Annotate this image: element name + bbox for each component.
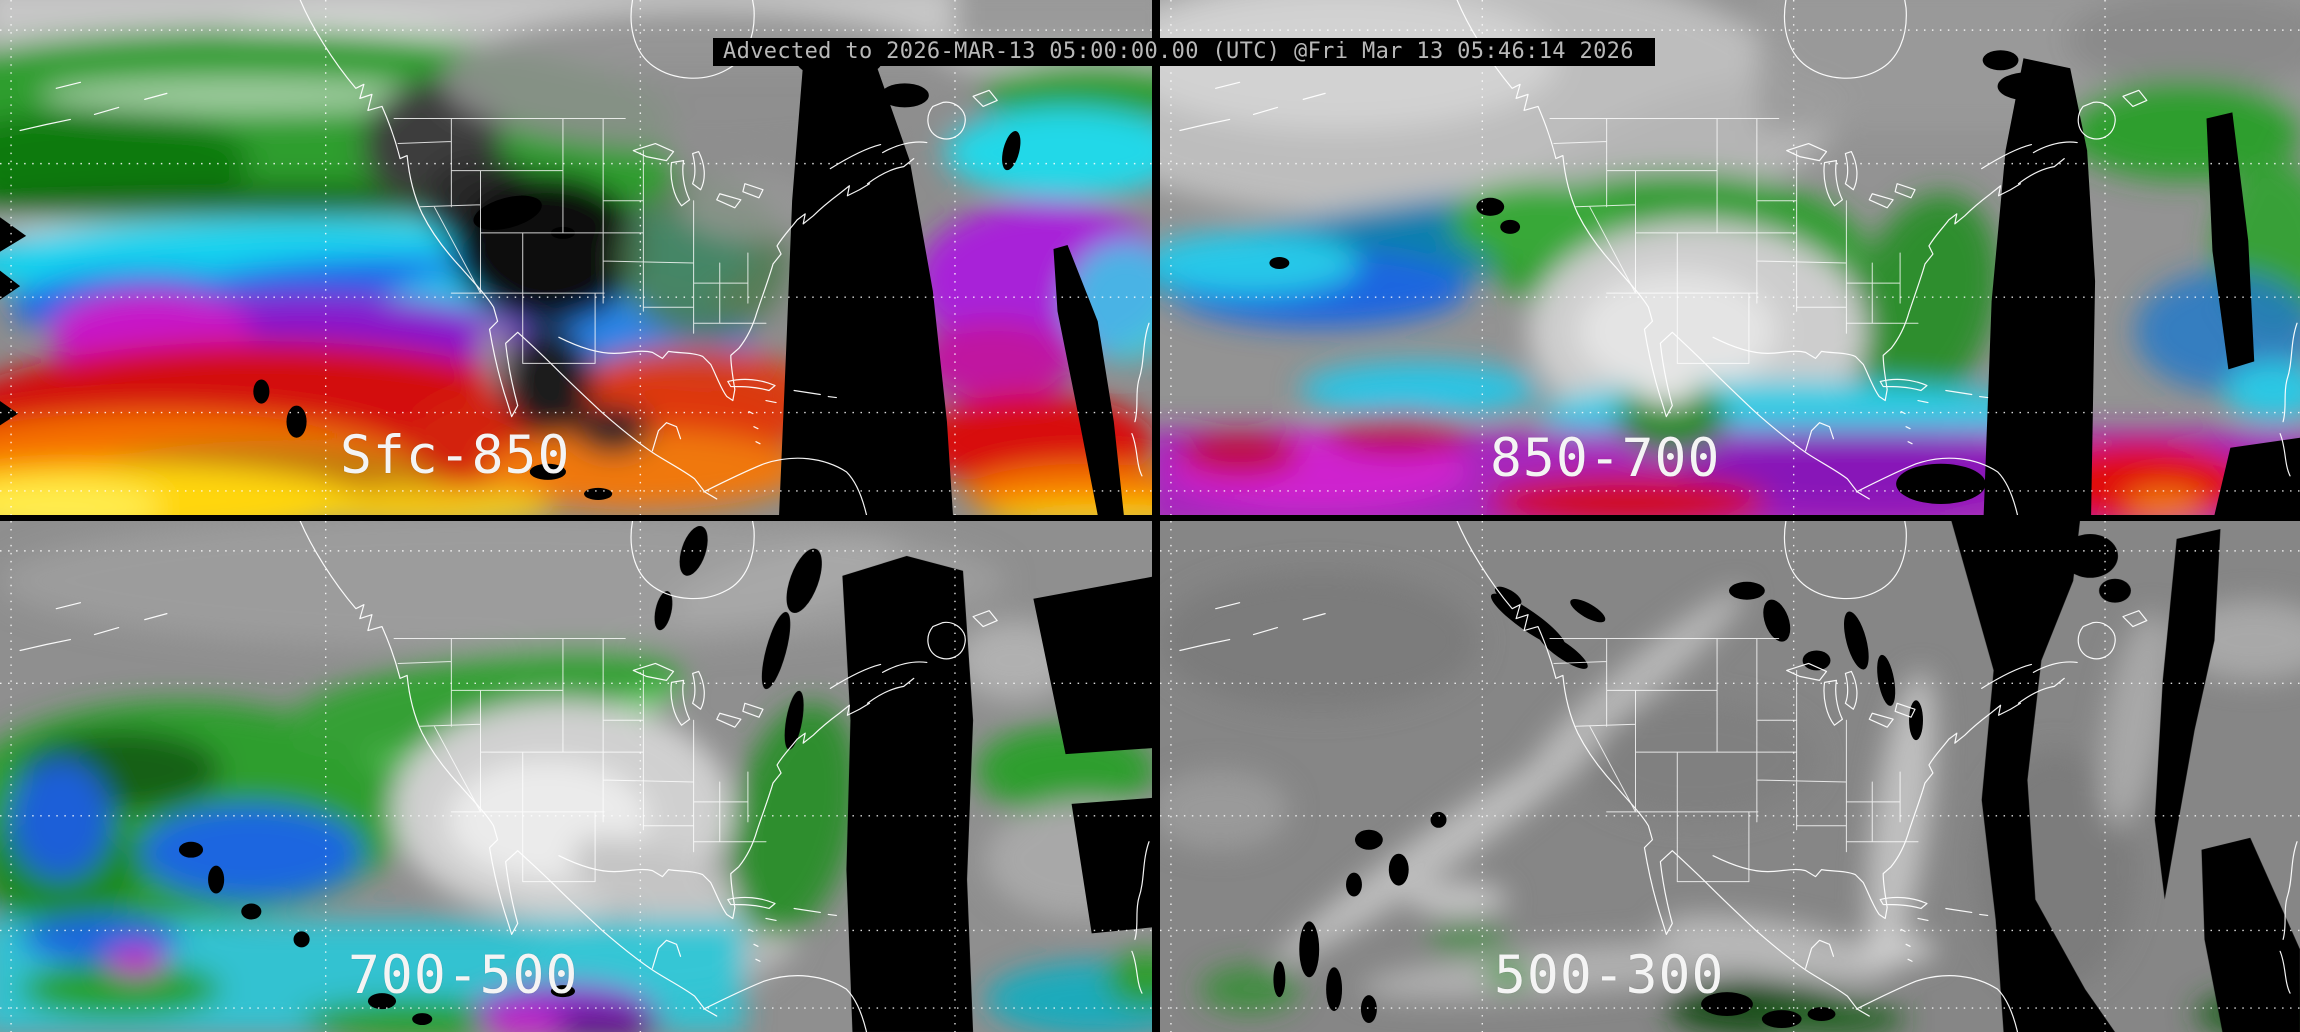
advection-timestamp-bar: Advected to 2026-MAR-13 05:00:00.00 (UTC… [713, 38, 1655, 66]
panel-label-850-700: 850-700 [1490, 428, 1721, 489]
panel-label-500-300: 500-300 [1494, 945, 1725, 1006]
swath-gaps [1273, 521, 2300, 1032]
panel-700-500: 700-500 [0, 521, 1152, 1032]
swath-gaps [0, 42, 1124, 515]
panel-label-sfc-850: Sfc-850 [340, 425, 571, 486]
panel-500-300-map [1160, 521, 2300, 1032]
panel-850-700-map [1160, 0, 2300, 515]
panel-sfc-850-map [0, 0, 1152, 515]
swath-gaps [178, 525, 1152, 1032]
swath-gaps [1269, 50, 2300, 515]
panel-850-700: 850-700 [1160, 0, 2300, 515]
panel-700-500-map [0, 521, 1152, 1032]
panel-label-700-500: 700-500 [348, 945, 579, 1006]
panel-sfc-850: Sfc-850 [0, 0, 1152, 515]
moisture-field [0, 521, 1152, 1032]
panel-500-300: 500-300 [1160, 521, 2300, 1032]
